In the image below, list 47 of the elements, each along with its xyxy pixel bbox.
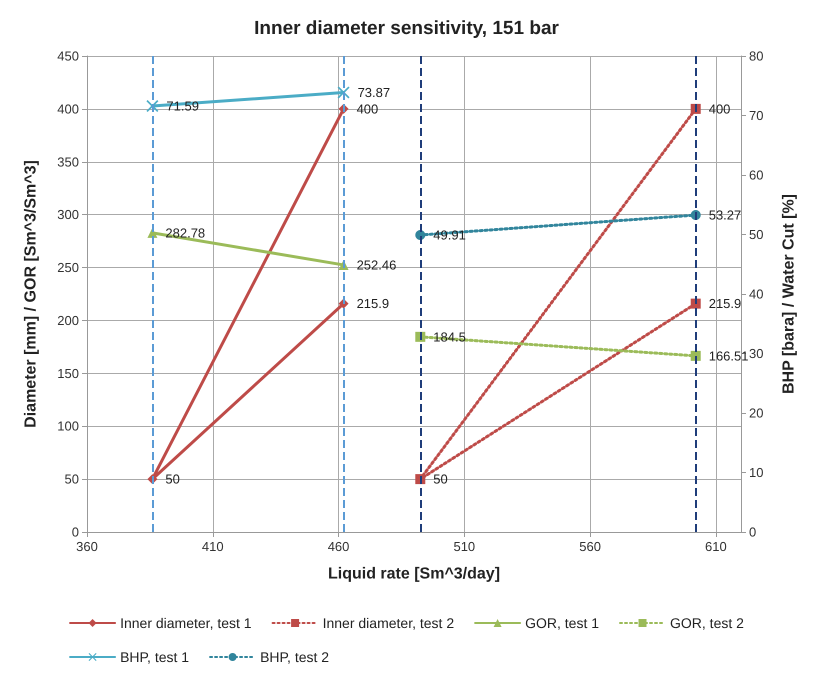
y-tick-label: 200 [57, 312, 79, 328]
legend-label: BHP, test 1 [120, 649, 190, 665]
x-tick-label: 610 [704, 539, 727, 554]
chart-title: Inner diameter sensitivity, 151 bar [254, 18, 560, 39]
data-label: 252.46 [356, 257, 396, 272]
y2-tick-label: 0 [749, 524, 756, 540]
legend-label: BHP, test 2 [260, 649, 330, 665]
data-label: 215.9 [708, 296, 742, 312]
x-tick-label: 510 [453, 539, 476, 554]
data-label: 215.9 [356, 296, 390, 312]
legend-label: Inner diameter, test 1 [120, 615, 252, 631]
data-label: 400 [708, 101, 730, 116]
x-axis-title: Liquid rate [Sm^3/day] [328, 566, 500, 582]
y2-tick-label: 50 [749, 227, 764, 242]
y2-tick-label: 30 [749, 346, 764, 361]
data-label: 282.78 [165, 225, 206, 240]
data-label: 50 [165, 472, 180, 487]
y-tick-label: 300 [57, 207, 79, 222]
point [338, 86, 350, 98]
y2-tick-label: 20 [749, 406, 764, 420]
y2-tick-label: 10 [749, 465, 764, 480]
y-axis-title: Diameter [mm] / GOR [Sm^3/Sm^3] [22, 160, 40, 428]
y2-tick-label: 40 [749, 286, 764, 302]
data-label: 166.51 [708, 348, 748, 364]
x-tick-label: 560 [579, 539, 601, 554]
data-label: 53.27 [708, 208, 742, 223]
data-label: 73.87 [358, 84, 390, 100]
data-label: 50 [433, 472, 448, 487]
x-tick-label: 360 [76, 539, 98, 554]
data-label: 400 [356, 101, 378, 116]
y-tick-label: 250 [57, 260, 79, 276]
y2-tick-label: 60 [749, 168, 764, 182]
y-tick-label: 450 [57, 48, 79, 64]
y-tick-label: 400 [57, 101, 79, 116]
legend-label: Inner diameter, test 2 [322, 615, 454, 631]
y-tick-label: 100 [57, 418, 79, 434]
y-tick-label: 350 [57, 154, 79, 170]
y-tick-label: 50 [64, 472, 79, 487]
legend-label: GOR, test 2 [670, 615, 744, 631]
y-tick-label: 0 [72, 524, 79, 540]
x-tick-label: 410 [202, 539, 224, 554]
legend-label: GOR, test 1 [525, 615, 600, 631]
y2-tick-label: 70 [749, 108, 764, 123]
x-tick-label: 460 [328, 539, 350, 554]
y2-axis-title: BHP [bara] / Water Cut [%] [780, 194, 798, 394]
y-tick-label: 150 [57, 366, 79, 381]
y2-tick-label: 80 [749, 48, 764, 64]
